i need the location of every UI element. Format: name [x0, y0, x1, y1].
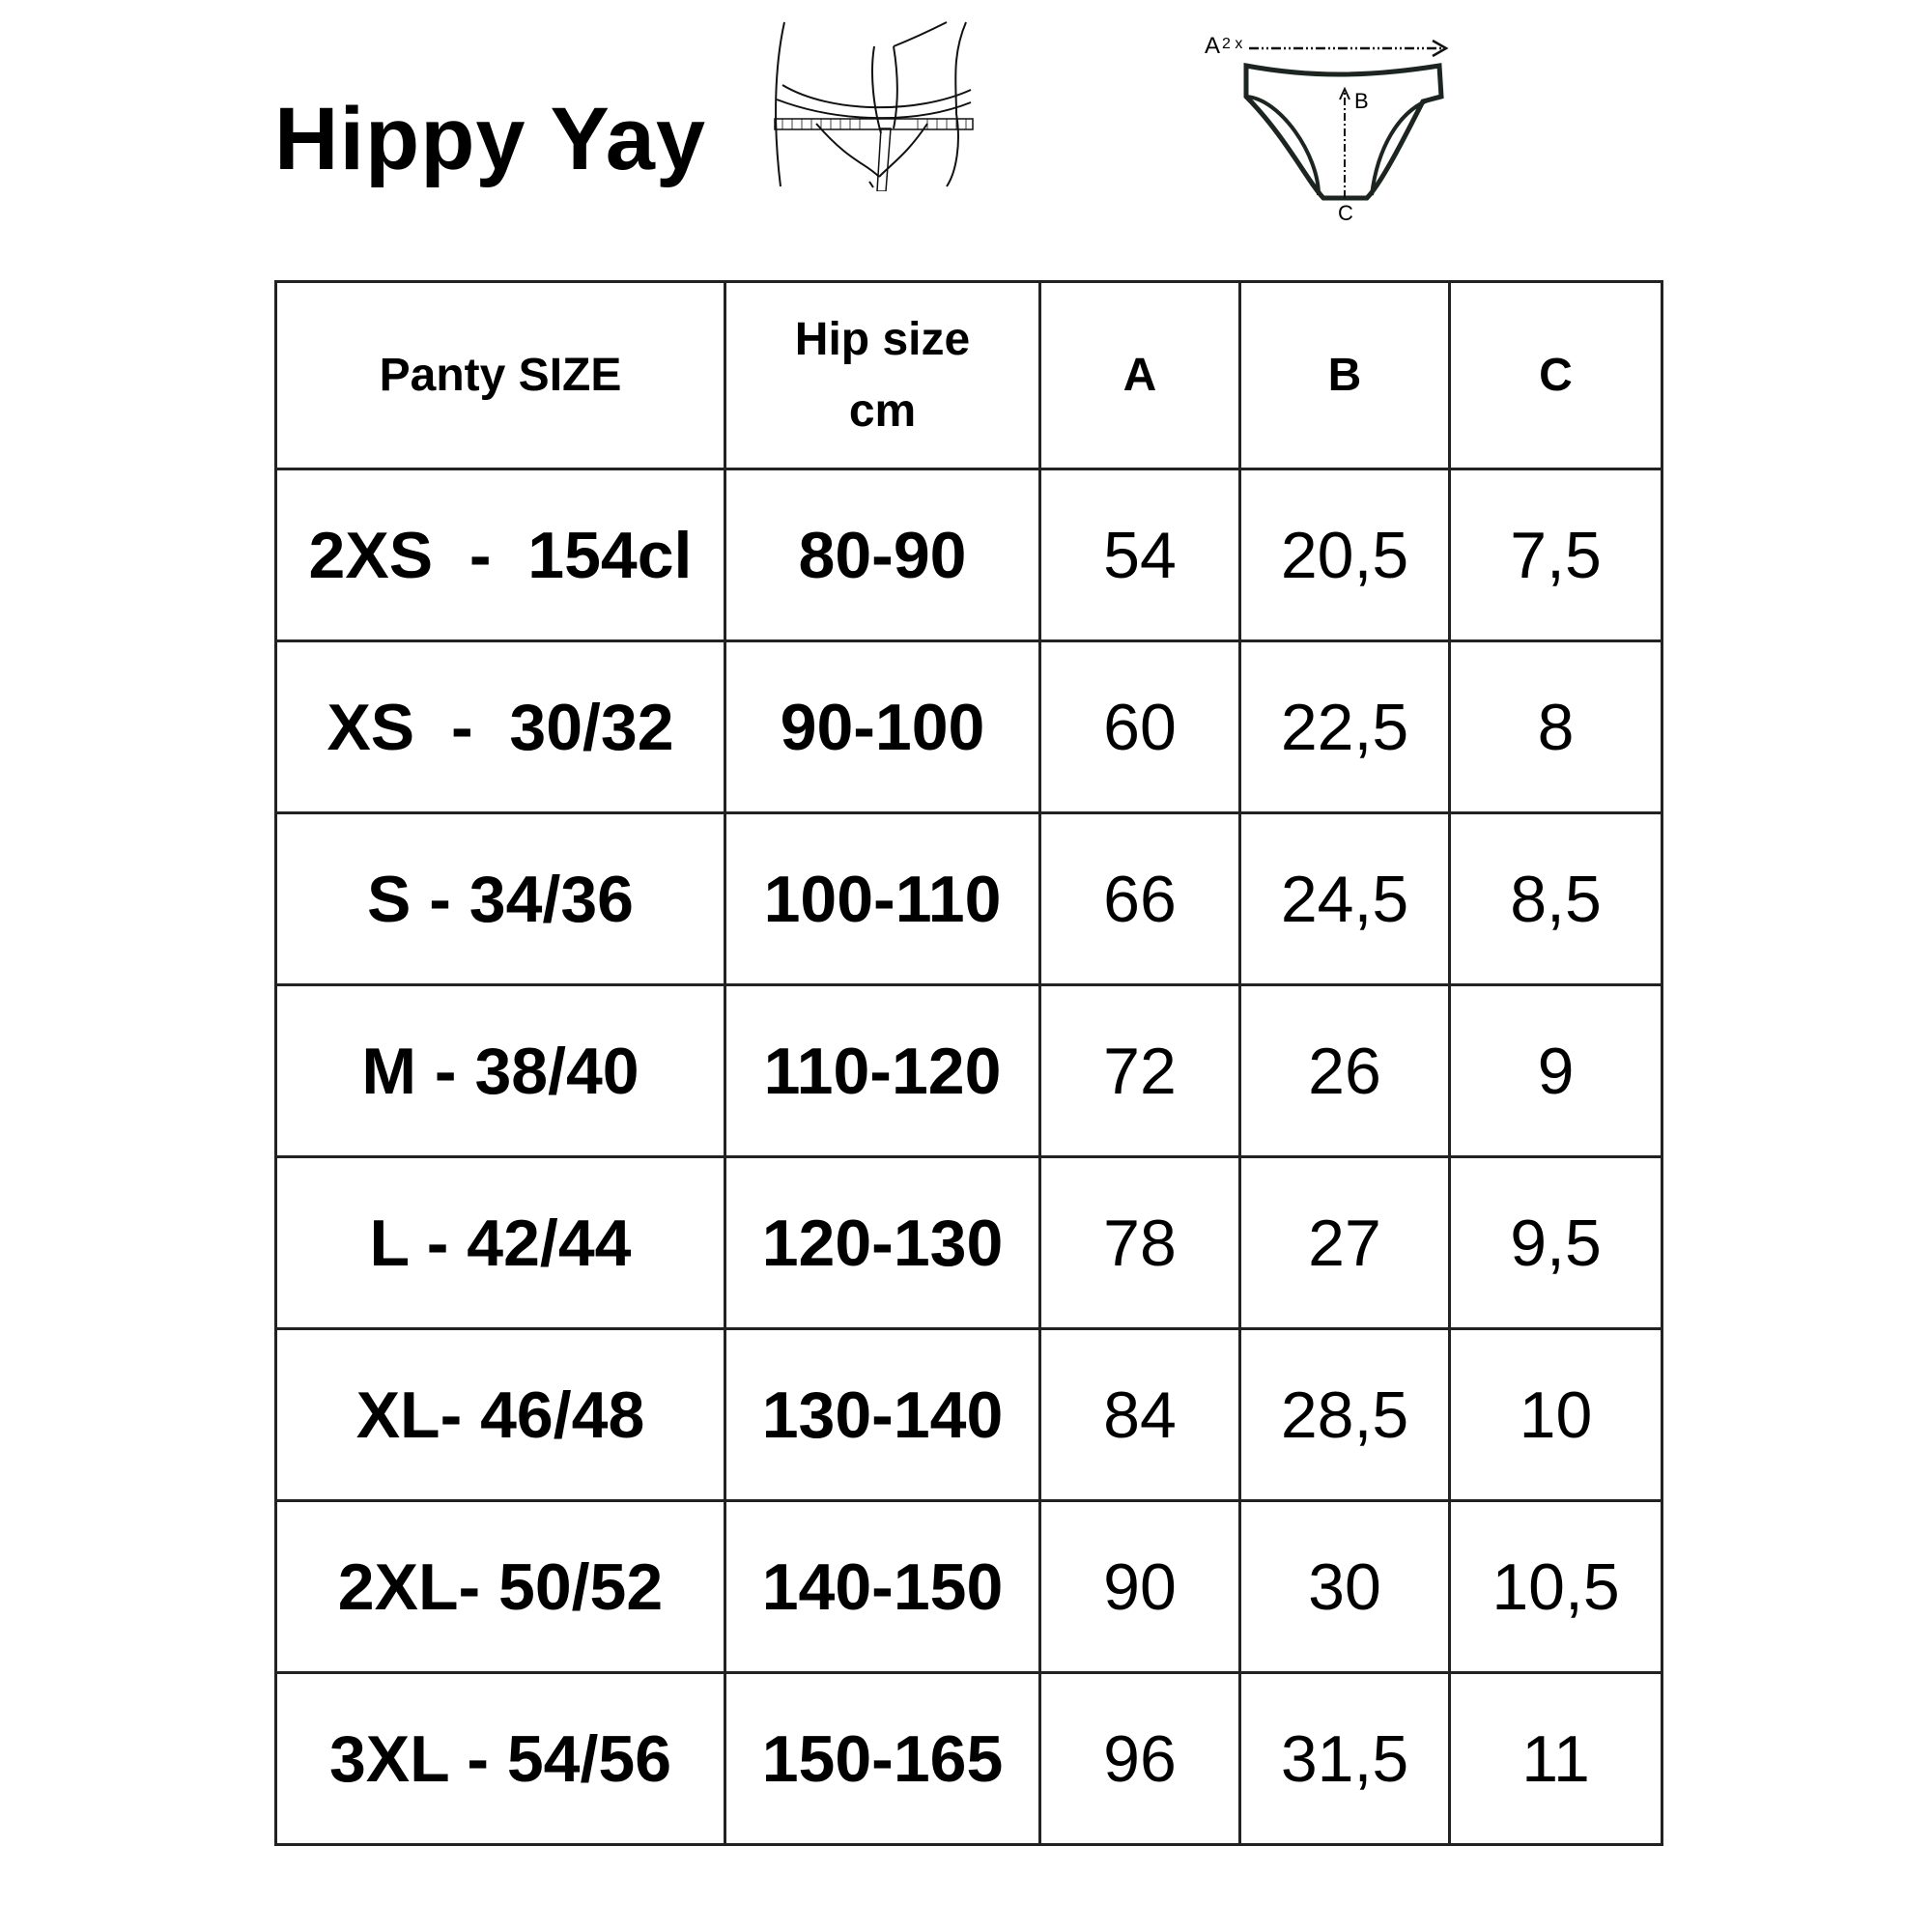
cell-a-value: 60 — [1038, 639, 1241, 814]
header-c: C — [1448, 280, 1663, 470]
label-c: C — [1338, 201, 1353, 222]
cell-b-value: 24,5 — [1238, 811, 1451, 986]
cell-a-value: 90 — [1038, 1499, 1241, 1674]
cell-panty-size: XS - 30/32 — [274, 639, 726, 814]
panty-measurement-diagram: A 2 x B C — [1205, 33, 1449, 222]
table-row: XL- 46/48 130-140 84 28,5 10 — [274, 1327, 1663, 1502]
cell-a-value: 54 — [1038, 468, 1241, 642]
cell-c-value: 8,5 — [1448, 811, 1663, 986]
cell-panty-size: XL- 46/48 — [274, 1327, 726, 1502]
brand-title: Hippy Yay — [274, 90, 707, 188]
header-hip-size: Hip size cm — [724, 280, 1041, 470]
label-b: B — [1354, 89, 1369, 113]
cell-b-value: 26 — [1238, 983, 1451, 1158]
cell-c-value: 11 — [1448, 1671, 1663, 1846]
cell-a-value: 78 — [1038, 1155, 1241, 1330]
table-row: S - 34/36 100-110 66 24,5 8,5 — [274, 811, 1663, 986]
hip-measurement-illustration — [774, 21, 974, 191]
header-panty-size: Panty SIZE — [274, 280, 726, 470]
cell-panty-size: M - 38/40 — [274, 983, 726, 1158]
cell-a-value: 96 — [1038, 1671, 1241, 1846]
table-header-row: Panty SIZE Hip size cm A B C — [274, 280, 1663, 470]
cell-panty-size: 2XS - 154cl — [274, 468, 726, 642]
cell-panty-size: 2XL- 50/52 — [274, 1499, 726, 1674]
cell-c-value: 10,5 — [1448, 1499, 1663, 1674]
cell-a-value: 66 — [1038, 811, 1241, 986]
cell-hip-size: 130-140 — [724, 1327, 1041, 1502]
cell-a-value: 72 — [1038, 983, 1241, 1158]
cell-hip-size: 80-90 — [724, 468, 1041, 642]
cell-b-value: 28,5 — [1238, 1327, 1451, 1502]
label-a-multiplier: 2 x — [1222, 36, 1242, 52]
header-a: A — [1038, 280, 1241, 470]
cell-c-value: 7,5 — [1448, 468, 1663, 642]
cell-c-value: 10 — [1448, 1327, 1663, 1502]
cell-panty-size: 3XL - 54/56 — [274, 1671, 726, 1846]
cell-hip-size: 110-120 — [724, 983, 1041, 1158]
cell-c-value: 9 — [1448, 983, 1663, 1158]
cell-c-value: 8 — [1448, 639, 1663, 814]
cell-hip-size: 140-150 — [724, 1499, 1041, 1674]
size-chart-table: Panty SIZE Hip size cm A B C 2XS - 154cl 8… — [274, 280, 1663, 1846]
cell-hip-size: 150-165 — [724, 1671, 1041, 1846]
table-row: 3XL - 54/56 150-165 96 31,5 11 — [274, 1671, 1663, 1846]
cell-panty-size: S - 34/36 — [274, 811, 726, 986]
cell-c-value: 9,5 — [1448, 1155, 1663, 1330]
cell-b-value: 22,5 — [1238, 639, 1451, 814]
cell-b-value: 27 — [1238, 1155, 1451, 1330]
table-row: M - 38/40 110-120 72 26 9 — [274, 983, 1663, 1158]
header-b: B — [1238, 280, 1451, 470]
table-row: L - 42/44 120-130 78 27 9,5 — [274, 1155, 1663, 1330]
cell-hip-size: 100-110 — [724, 811, 1041, 986]
cell-b-value: 30 — [1238, 1499, 1451, 1674]
cell-b-value: 31,5 — [1238, 1671, 1451, 1846]
table-row: 2XL- 50/52 140-150 90 30 10,5 — [274, 1499, 1663, 1674]
table-row: 2XS - 154cl 80-90 54 20,5 7,5 — [274, 468, 1663, 642]
table-row: XS - 30/32 90-100 60 22,5 8 — [274, 639, 1663, 814]
cell-hip-size: 90-100 — [724, 639, 1041, 814]
cell-a-value: 84 — [1038, 1327, 1241, 1502]
cell-hip-size: 120-130 — [724, 1155, 1041, 1330]
label-a: A — [1205, 33, 1220, 59]
cell-b-value: 20,5 — [1238, 468, 1451, 642]
cell-panty-size: L - 42/44 — [274, 1155, 726, 1330]
